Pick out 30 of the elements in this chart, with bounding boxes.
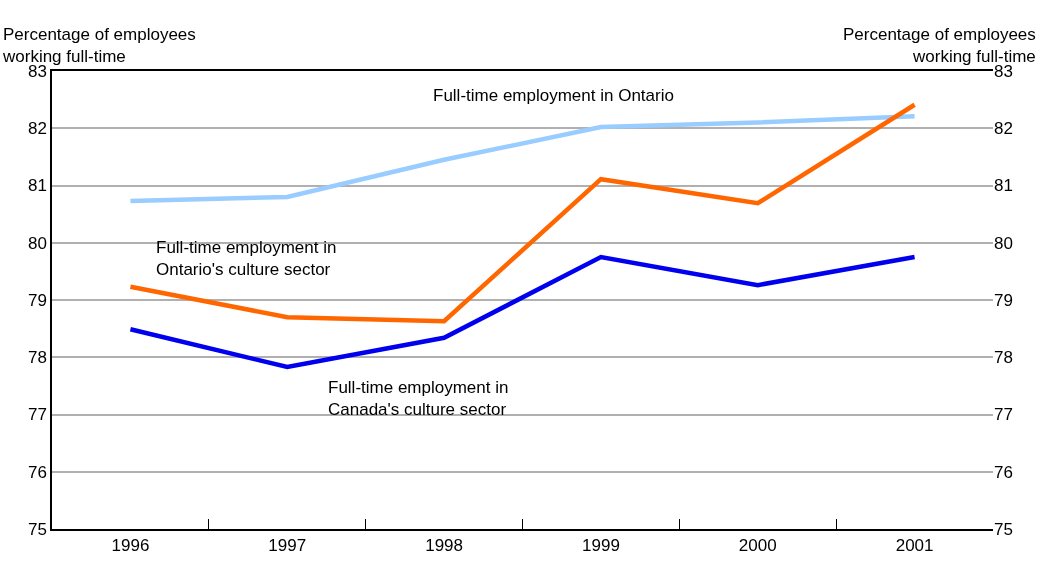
line-series — [128, 254, 917, 370]
series-label: Full-time employment in Ontario — [433, 86, 674, 105]
y-tick-label: 76 — [27, 462, 47, 482]
x-tick-label: 2000 — [738, 536, 777, 556]
y-tick-label: 81 — [27, 176, 47, 196]
y-tick-label: 75 — [27, 519, 47, 539]
x-tick-label: 1998 — [425, 536, 463, 556]
line-series — [128, 102, 917, 324]
y-tick-label: 80 — [27, 233, 47, 253]
y2-tick-label: 76 — [994, 462, 1013, 482]
y-tick-label: 77 — [27, 405, 47, 425]
series-label: Full-time employment in Canada's culture sector — [328, 378, 509, 420]
line-series — [128, 113, 917, 204]
y-tick-label: 78 — [27, 348, 47, 368]
series-label: Full-time employment in Ontario's culture sector — [156, 238, 337, 280]
y2-tick-label: 82 — [994, 119, 1013, 139]
y2-tick-label: 83 — [994, 61, 1013, 81]
y2-tick-label: 79 — [994, 290, 1013, 310]
y2-tick-label: 77 — [994, 405, 1013, 425]
y2-tick-label: 78 — [994, 348, 1013, 368]
x-tick-label: 1999 — [582, 536, 620, 556]
x-tick-label: 1997 — [268, 536, 307, 556]
y2-tick-label: 81 — [994, 176, 1013, 196]
y-tick-label: 82 — [27, 119, 47, 139]
y2-tick-label: 75 — [994, 519, 1013, 539]
x-tick-label: 1996 — [111, 536, 150, 556]
x-tick-label: 2001 — [895, 536, 934, 556]
y-tick-label: 83 — [27, 61, 47, 81]
y2-tick-label: 80 — [994, 233, 1013, 253]
y-tick-label: 79 — [27, 290, 47, 310]
